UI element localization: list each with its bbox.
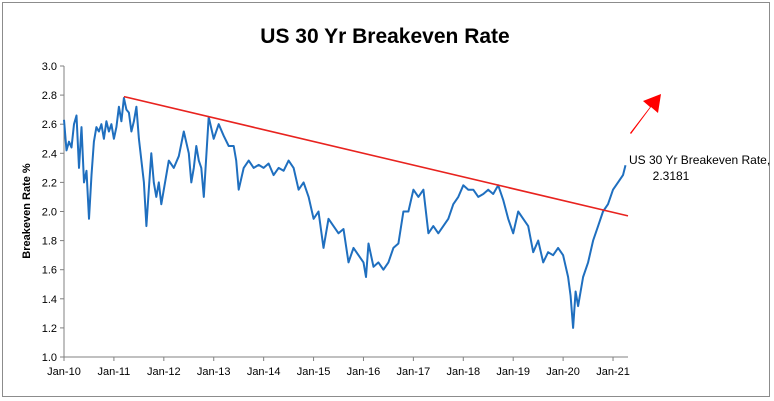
y-tick-label: 2.8 [42, 90, 57, 102]
x-tick-label: Jan-13 [197, 366, 231, 378]
x-ticks: Jan-10 Jan-11 Jan-12 Jan-13 Jan-14 Jan-15 Jan-… [47, 357, 630, 378]
x-tick-label: Jan-21 [596, 366, 630, 378]
y-axis-label: Breakeven Rate % [21, 163, 33, 259]
y-tick-label: 3.0 [42, 61, 57, 73]
breakeven-rate-line [63, 97, 627, 329]
x-tick-label: Jan-12 [147, 366, 181, 378]
y-tick-label: 1.4 [42, 294, 57, 306]
x-tick-label: Jan-17 [397, 366, 431, 378]
x-tick-label: Jan-19 [496, 366, 530, 378]
y-tick-label: 2.0 [42, 207, 57, 219]
chart-frame: US 30 Yr Breakeven Rate Breakeven Rate %… [2, 2, 770, 397]
plot-series [63, 95, 629, 329]
up-arrow-icon [630, 94, 661, 134]
y-ticks: 1.0 1.2 1.4 1.6 1.8 2.0 2.2 2.4 2.6 2.8 3.0 [42, 61, 64, 364]
y-tick-label: 2.6 [42, 119, 57, 131]
x-tick-label: Jan-20 [546, 366, 580, 378]
chart-title: US 30 Yr Breakeven Rate [260, 25, 509, 48]
y-tick-label: 1.2 [42, 323, 57, 335]
x-tick-label: Jan-18 [446, 366, 480, 378]
y-tick-label: 2.2 [42, 177, 57, 189]
chart-svg: US 30 Yr Breakeven Rate Breakeven Rate %… [21, 25, 770, 378]
x-tick-label: Jan-10 [47, 366, 81, 378]
x-tick-label: Jan-16 [347, 366, 381, 378]
x-tick-label: Jan-15 [297, 366, 331, 378]
x-tick-label: Jan-11 [97, 366, 130, 378]
y-tick-label: 1.0 [42, 352, 57, 364]
y-tick-label: 2.4 [42, 148, 57, 160]
annotation-value: 2.3181 [653, 169, 690, 183]
trend-line [123, 95, 629, 217]
annotation-line-1: US 30 Yr Breakeven Rate, [629, 153, 770, 167]
y-tick-label: 1.6 [42, 265, 57, 277]
y-tick-label: 1.8 [42, 236, 57, 248]
x-tick-label: Jan-14 [247, 366, 281, 378]
